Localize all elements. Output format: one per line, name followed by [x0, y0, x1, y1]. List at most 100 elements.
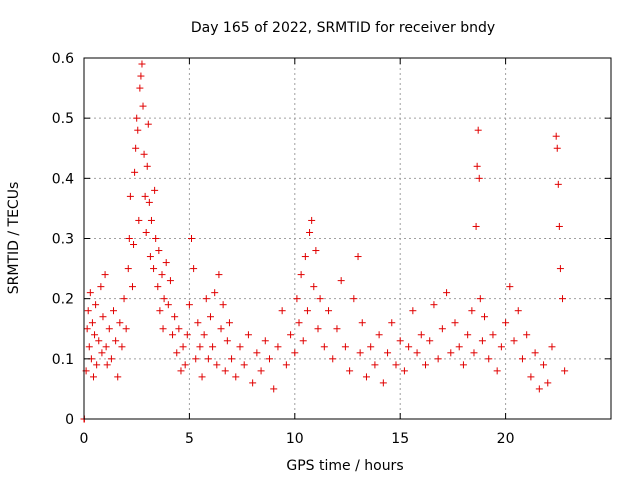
- axis-ticks: 0 0.1 0.2 0.3 0.4 0.5 0.6 0 5 10 15 20: [52, 51, 611, 447]
- data-point: [175, 325, 183, 333]
- data-point: [434, 355, 442, 363]
- data-point: [421, 361, 429, 369]
- data-point: [464, 331, 472, 339]
- data-point: [158, 271, 166, 279]
- data-point: [475, 174, 483, 182]
- data-point: [552, 132, 560, 140]
- data-point: [223, 337, 231, 345]
- data-point: [215, 271, 223, 279]
- data-point: [179, 343, 187, 351]
- data-point: [316, 295, 324, 303]
- data-point: [228, 355, 236, 363]
- data-point: [211, 289, 219, 297]
- data-point: [314, 325, 322, 333]
- data-point: [405, 343, 413, 351]
- data-point: [217, 325, 225, 333]
- y-tick-label: 0: [65, 412, 74, 428]
- data-point: [468, 307, 476, 315]
- data-point: [92, 301, 100, 309]
- data-point: [346, 367, 354, 375]
- data-point: [133, 114, 141, 122]
- data-point: [213, 361, 221, 369]
- data-point: [110, 307, 118, 315]
- data-point: [126, 192, 134, 200]
- data-point: [209, 343, 217, 351]
- data-point: [89, 373, 97, 381]
- data-point: [135, 216, 143, 224]
- data-point: [95, 337, 103, 345]
- data-point: [554, 180, 562, 188]
- x-axis-label: GPS time / hours: [286, 458, 403, 474]
- data-point: [128, 283, 136, 291]
- data-point: [474, 126, 482, 134]
- data-point: [396, 337, 404, 345]
- y-tick-label: 0.2: [52, 292, 74, 308]
- data-point: [249, 379, 257, 387]
- data-point: [506, 283, 514, 291]
- data-point: [91, 331, 99, 339]
- data-point: [155, 247, 163, 255]
- data-point: [200, 331, 208, 339]
- grid-lines: [84, 58, 611, 419]
- data-point: [232, 373, 240, 381]
- data-point: [472, 222, 480, 230]
- data-point: [287, 331, 295, 339]
- data-point: [183, 331, 191, 339]
- data-point: [253, 349, 261, 357]
- data-point: [270, 385, 278, 393]
- x-tick-label: 15: [391, 431, 409, 447]
- data-point: [308, 216, 316, 224]
- data-point: [388, 319, 396, 327]
- data-point: [485, 355, 493, 363]
- data-point: [297, 271, 305, 279]
- data-point: [147, 216, 155, 224]
- data-point: [118, 343, 126, 351]
- data-point: [375, 331, 383, 339]
- data-point: [478, 337, 486, 345]
- data-point: [116, 319, 124, 327]
- data-point: [438, 325, 446, 333]
- data-point: [137, 72, 145, 80]
- data-point: [455, 343, 463, 351]
- data-point: [561, 367, 569, 375]
- data-point: [83, 325, 91, 333]
- data-point: [430, 301, 438, 309]
- data-point: [341, 343, 349, 351]
- data-point: [303, 307, 311, 315]
- data-point: [417, 331, 425, 339]
- data-point: [362, 373, 370, 381]
- data-point: [219, 301, 227, 309]
- data-point: [278, 307, 286, 315]
- data-point: [150, 265, 158, 273]
- y-tick-label: 0.3: [52, 232, 74, 248]
- y-tick-label: 0.5: [52, 111, 74, 127]
- data-point: [139, 102, 147, 110]
- data-point: [164, 301, 172, 309]
- data-point: [103, 361, 111, 369]
- data-point: [358, 319, 366, 327]
- data-point: [514, 307, 522, 315]
- x-tick-label: 0: [80, 431, 89, 447]
- data-point: [544, 379, 552, 387]
- y-tick-label: 0.1: [52, 352, 74, 368]
- data-point: [379, 379, 387, 387]
- data-point: [523, 331, 531, 339]
- data-point: [192, 355, 200, 363]
- data-point: [99, 313, 107, 321]
- data-point: [476, 295, 484, 303]
- data-point: [181, 361, 189, 369]
- data-point: [299, 337, 307, 345]
- data-point: [257, 367, 265, 375]
- data-point: [159, 325, 167, 333]
- data-point: [367, 343, 375, 351]
- y-tick-label: 0.6: [52, 51, 74, 67]
- data-point: [333, 325, 341, 333]
- data-point: [310, 283, 318, 291]
- data-point: [274, 343, 282, 351]
- data-point: [97, 283, 105, 291]
- data-point: [426, 337, 434, 345]
- data-point: [130, 241, 138, 249]
- data-point: [531, 349, 539, 357]
- data-point: [194, 319, 202, 327]
